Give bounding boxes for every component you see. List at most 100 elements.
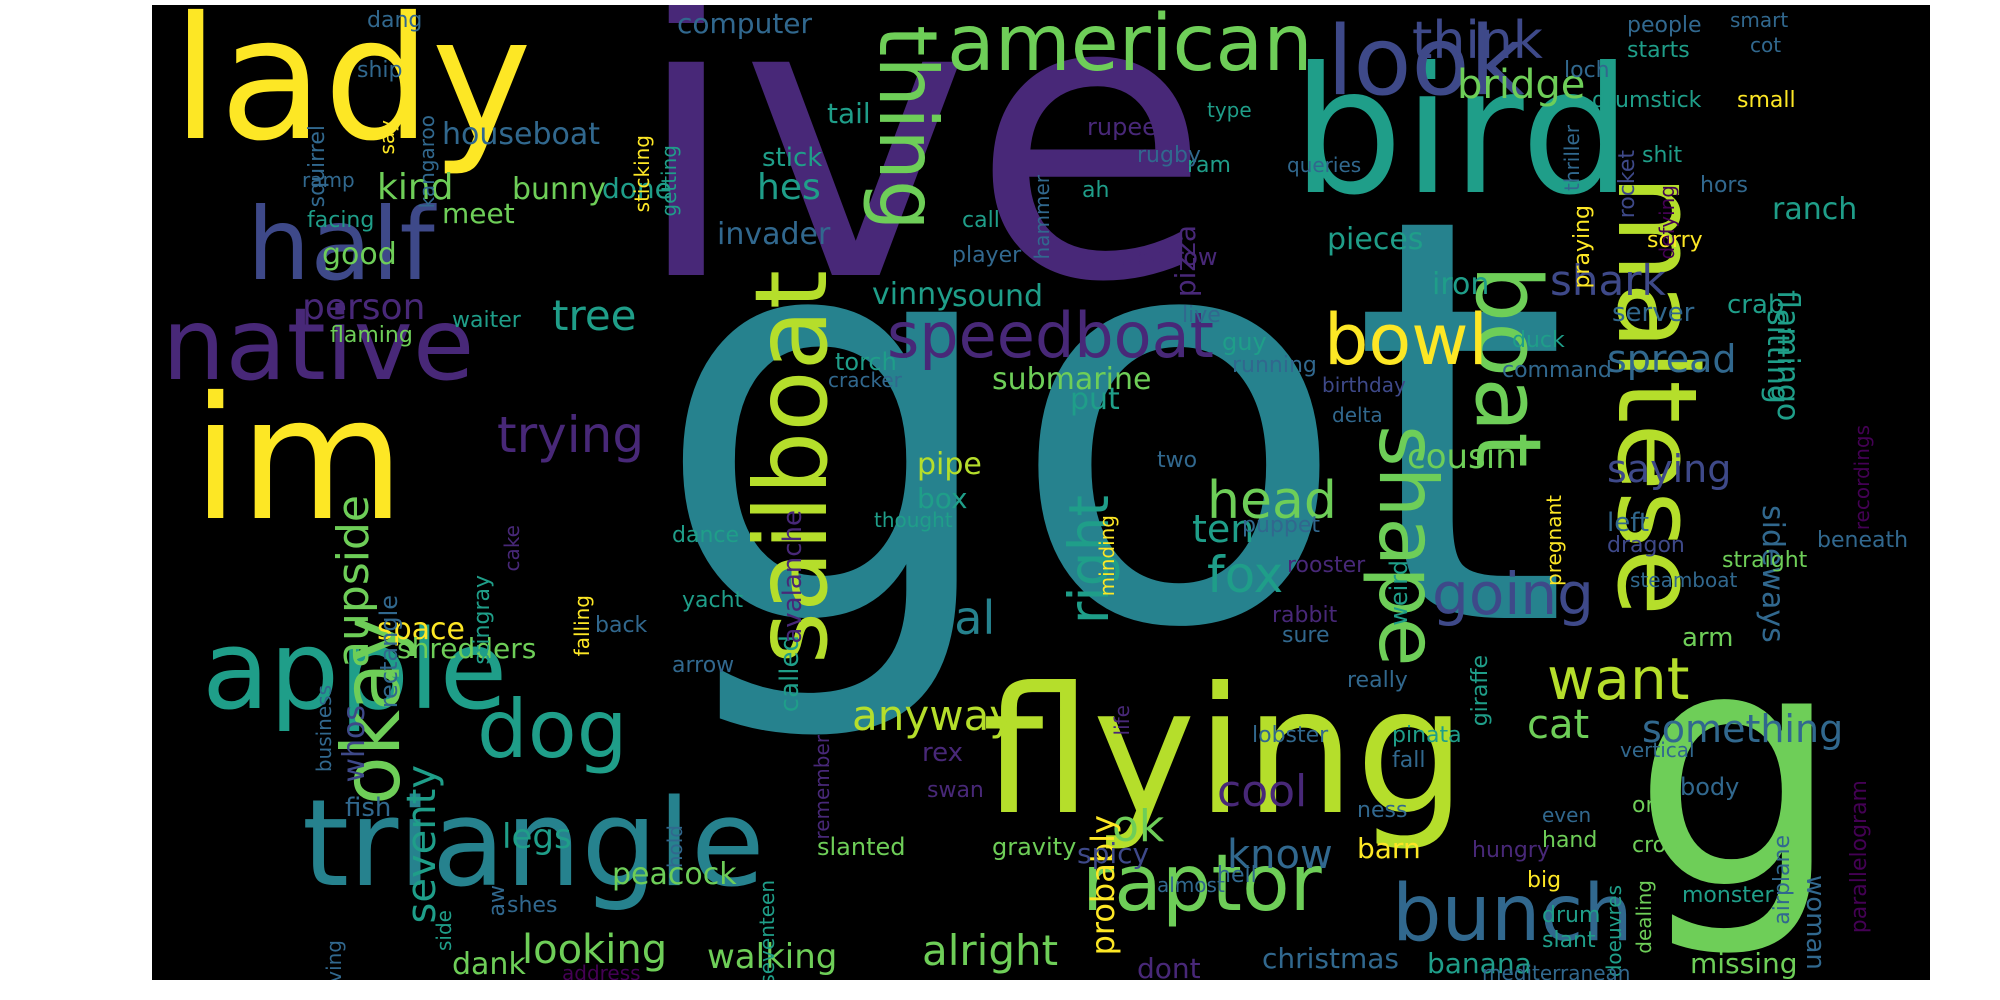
word-hammer: hammer <box>1030 175 1054 260</box>
word-stingray: stingray <box>470 575 495 665</box>
word-pipe: pipe <box>917 447 982 482</box>
word-small: small <box>1737 88 1796 113</box>
word-drum: drum <box>1542 903 1601 928</box>
word-put: put <box>1070 382 1120 417</box>
word-minding: minding <box>1095 515 1119 597</box>
word-aw: aw <box>485 885 510 917</box>
word-gravity: gravity <box>992 833 1077 861</box>
word-pinata: pinata <box>1392 723 1462 748</box>
word-server: server <box>1612 298 1695 328</box>
word-dang: dang <box>367 8 423 33</box>
word-houseboat: houseboat <box>442 117 601 152</box>
word-thriller: thriller <box>1560 125 1584 191</box>
word-triangle: triangle <box>302 775 765 914</box>
word-life: life <box>1110 705 1134 736</box>
word-seal: seal <box>902 591 996 645</box>
word-hors: hors <box>1700 173 1748 198</box>
word-facing: facing <box>307 208 375 233</box>
word-thing: thing <box>861 25 954 231</box>
word-spread: spread <box>1607 337 1737 381</box>
word-want: want <box>1547 645 1690 713</box>
word-rooster: rooster <box>1287 553 1366 578</box>
word-rugby: rugby <box>1137 143 1201 168</box>
word-g: g <box>1632 578 1842 962</box>
word-got: got <box>652 99 1570 751</box>
word-smart: smart <box>1730 8 1789 32</box>
word-sorry: sorry <box>1647 228 1703 253</box>
word-yacht: yacht <box>682 588 744 613</box>
word-cool: cool <box>1217 766 1308 817</box>
word-native: native <box>162 286 475 403</box>
word-half: half <box>247 186 435 303</box>
word-command: command <box>1502 358 1612 383</box>
word-bird: bird <box>1292 31 1632 234</box>
word-dealing: dealing <box>1632 880 1656 954</box>
word-trying: trying <box>497 406 645 464</box>
word-ship: ship <box>357 58 403 83</box>
word-christmas: christmas <box>1262 942 1400 975</box>
word-alright: alright <box>922 926 1059 975</box>
word-slanted: slanted <box>817 833 906 861</box>
word-ive: ive <box>632 5 1212 367</box>
word-legs: legs <box>502 817 572 857</box>
word-giraffe: giraffe <box>1468 655 1493 727</box>
word-kind: kind <box>377 167 454 208</box>
word-cousin: cousin <box>1407 437 1517 477</box>
word-sound: sound <box>952 279 1044 314</box>
word-dog: dog <box>477 683 628 776</box>
word-spicy: spicy <box>1077 837 1150 870</box>
word-peacock: peacock <box>612 857 737 892</box>
word-good: good <box>322 237 397 272</box>
word-flaming: flaming <box>330 323 413 348</box>
word-shes: shes <box>507 893 558 918</box>
word-meet: meet <box>442 197 515 230</box>
word-pregnant: pregnant <box>1542 495 1566 586</box>
word-type: type <box>1207 98 1252 122</box>
word-rex: rex <box>922 738 964 768</box>
word-dragon: dragon <box>1607 533 1685 558</box>
word-saying: saying <box>1607 447 1732 491</box>
word-apple: apple <box>202 606 508 734</box>
word-seventeen: seventeen <box>755 880 779 980</box>
word-call: call <box>962 208 1000 233</box>
word-walking: walking <box>707 937 838 977</box>
word-airplane: airplane <box>1770 835 1795 925</box>
word-duck: duck <box>1512 328 1565 353</box>
word-even: even <box>1542 803 1592 827</box>
word-birthday: birthday <box>1322 373 1406 397</box>
word-look: look <box>1327 7 1525 117</box>
word-ramp: ramp <box>302 168 355 192</box>
word-cracker: cracker <box>828 368 902 392</box>
word-monster: monster <box>1682 883 1774 908</box>
word-space: space <box>377 612 466 647</box>
word-sticking: sticking <box>630 135 654 213</box>
word-one: one <box>1632 793 1673 818</box>
word-waiter: waiter <box>452 308 521 333</box>
word-cot: cot <box>1750 33 1782 57</box>
word-anyway: anyway <box>852 691 1015 740</box>
word-ten: ten <box>1192 507 1255 551</box>
word-really: really <box>1347 668 1408 693</box>
word-hell: hell <box>1217 863 1257 888</box>
word-squirrel: squirrel <box>305 125 330 208</box>
word-delta: delta <box>1332 403 1383 427</box>
word-praying: praying <box>1570 205 1595 289</box>
word-arm: arm <box>1682 623 1734 653</box>
word-american: american <box>947 5 1313 89</box>
word-invader: invader <box>717 217 831 252</box>
word-sitting: sitting <box>1760 310 1795 404</box>
word-box: box <box>917 482 968 515</box>
word-weird: weird <box>1385 560 1413 626</box>
word-iron: iron <box>1432 267 1490 302</box>
word-know: know <box>1227 832 1333 878</box>
word-dank: dank <box>452 947 526 980</box>
word-slant: slant <box>1542 928 1596 953</box>
word-thought: thought <box>874 508 953 532</box>
word-people: people <box>1627 13 1702 38</box>
word-hes: hes <box>757 167 821 208</box>
word-sideways: sideways <box>1755 505 1790 643</box>
word-guy: guy <box>1222 328 1267 356</box>
word-cake: cake <box>500 525 524 572</box>
word-shit: shit <box>1642 143 1683 168</box>
word-fall: fall <box>1392 748 1426 773</box>
